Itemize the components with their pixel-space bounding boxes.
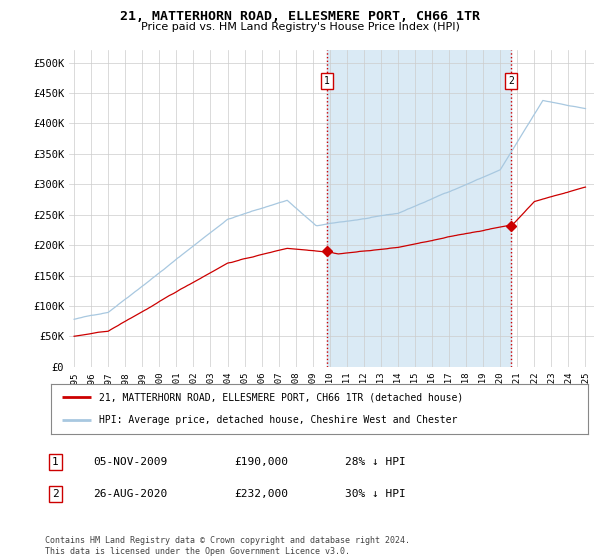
Text: 21, MATTERHORN ROAD, ELLESMERE PORT, CH66 1TR: 21, MATTERHORN ROAD, ELLESMERE PORT, CH6…	[120, 10, 480, 23]
Text: £190,000: £190,000	[234, 457, 288, 467]
Text: £232,000: £232,000	[234, 489, 288, 499]
Text: 30% ↓ HPI: 30% ↓ HPI	[345, 489, 406, 499]
Text: Contains HM Land Registry data © Crown copyright and database right 2024.
This d: Contains HM Land Registry data © Crown c…	[45, 536, 410, 556]
Text: HPI: Average price, detached house, Cheshire West and Chester: HPI: Average price, detached house, Ches…	[100, 416, 458, 426]
Text: 28% ↓ HPI: 28% ↓ HPI	[345, 457, 406, 467]
Text: 1: 1	[325, 76, 330, 86]
Text: 26-AUG-2020: 26-AUG-2020	[93, 489, 167, 499]
Text: 05-NOV-2009: 05-NOV-2009	[93, 457, 167, 467]
Text: 2: 2	[52, 489, 59, 499]
Text: Price paid vs. HM Land Registry's House Price Index (HPI): Price paid vs. HM Land Registry's House …	[140, 22, 460, 32]
Text: 1: 1	[52, 457, 59, 467]
Text: 2: 2	[508, 76, 514, 86]
Bar	[327, 50, 511, 367]
Text: 21, MATTERHORN ROAD, ELLESMERE PORT, CH66 1TR (detached house): 21, MATTERHORN ROAD, ELLESMERE PORT, CH6…	[100, 392, 464, 402]
